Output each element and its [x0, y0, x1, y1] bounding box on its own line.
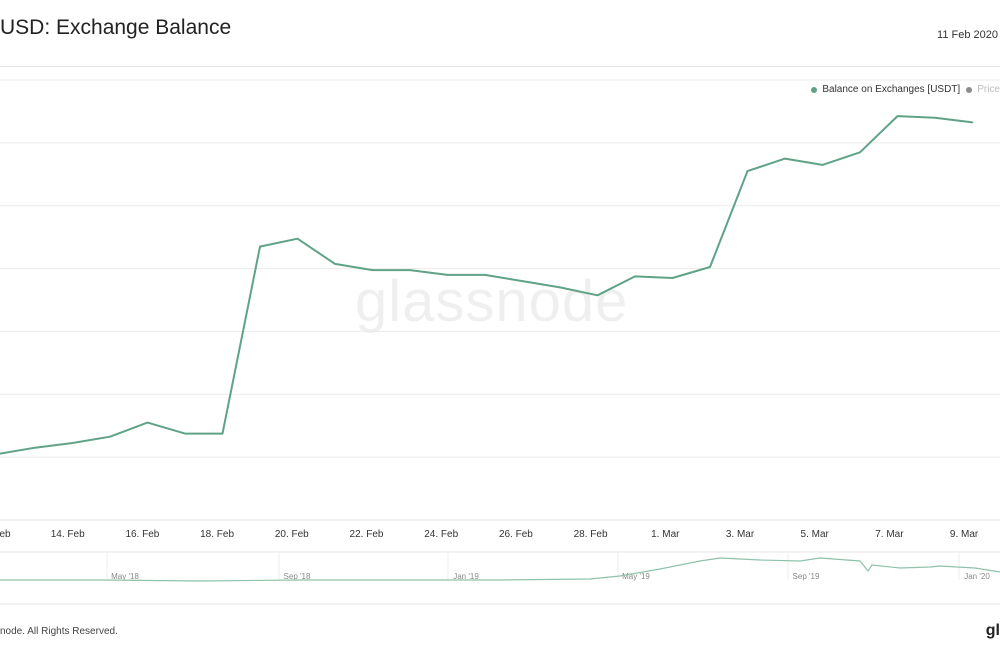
- data-point: [709, 266, 711, 268]
- data-point: [334, 263, 336, 265]
- x-tick-label: 22. Feb: [350, 529, 384, 540]
- data-point: [484, 274, 486, 276]
- data-point: [371, 269, 374, 271]
- data-point: [596, 294, 599, 297]
- legend-dot-balance: [811, 86, 818, 93]
- data-point: [109, 435, 111, 438]
- navigator-label: May '19: [622, 572, 650, 581]
- navigator-label: Sep '19: [793, 572, 820, 581]
- x-tick-label: Feb: [0, 529, 11, 540]
- x-tick-label: 3. Mar: [726, 529, 755, 540]
- line-chart: Feb 14. Feb 16. Feb 18. Feb 20. Feb 22. Feb 24…: [0, 79, 1000, 605]
- data-point: [971, 121, 974, 124]
- chart-title: USD: Exchange Balance: [0, 16, 232, 39]
- data-point: [296, 237, 299, 240]
- data-point: [446, 274, 449, 276]
- data-point: [184, 432, 186, 435]
- x-tick-label: 24. Feb: [424, 529, 458, 540]
- x-tick-label: 28. Feb: [574, 529, 608, 540]
- watermark: glassnode: [355, 269, 629, 334]
- legend-label-price: Price: [977, 84, 1000, 95]
- navigator-label: Jan '19: [453, 572, 479, 581]
- header-divider: [0, 66, 1000, 67]
- data-point: [521, 280, 524, 282]
- grid-lines: [0, 79, 1000, 521]
- legend-item-price[interactable]: Price: [966, 84, 1000, 95]
- x-tick-label: 18. Feb: [200, 529, 234, 540]
- x-tick-label: 9. Mar: [950, 529, 979, 540]
- data-point: [409, 269, 411, 271]
- legend-item-balance[interactable]: Balance on Exchanges [USDT]: [811, 84, 960, 95]
- navigator-label: Jan '20: [964, 572, 990, 581]
- chart-legend: Balance on Exchanges [USDT] Price: [811, 84, 1000, 95]
- x-axis-ticks: Feb 14. Feb 16. Feb 18. Feb 20. Feb 22. Feb 24…: [0, 529, 979, 540]
- data-point: [634, 275, 636, 278]
- data-point: [671, 277, 674, 279]
- data-point: [71, 442, 74, 444]
- navigator-series-line: [0, 557, 1000, 582]
- chart-date: 11 Feb 2020: [937, 29, 998, 41]
- data-point: [259, 245, 261, 248]
- x-tick-label: 14. Feb: [51, 529, 85, 540]
- x-tick-label: 16. Feb: [125, 529, 159, 540]
- data-point: [146, 421, 149, 424]
- data-point: [559, 286, 561, 289]
- data-point: [859, 151, 861, 154]
- data-point: [896, 115, 899, 117]
- navigator: May '18 Sep '18 Jan '19 May '19 Sep '19 Jan '…: [0, 551, 1000, 605]
- series-group: [0, 115, 974, 455]
- glassnode-logo[interactable]: gl: [985, 622, 1000, 639]
- navigator-label: Sep '18: [284, 572, 311, 581]
- data-point: [821, 164, 824, 166]
- data-point: [746, 170, 749, 172]
- x-tick-label: 1. Mar: [651, 529, 680, 540]
- data-point: [934, 116, 936, 119]
- x-tick-label: 7. Mar: [875, 529, 904, 540]
- copyright-text: node. All Rights Reserved.: [0, 626, 118, 637]
- x-tick-label: 20. Feb: [275, 529, 309, 540]
- legend-dot-price: [966, 86, 973, 93]
- series-line-balance: [0, 115, 973, 455]
- data-point: [34, 446, 36, 449]
- legend-label-balance: Balance on Exchanges [USDT]: [822, 84, 961, 95]
- data-point: [221, 432, 224, 435]
- navigator-label: May '18: [111, 572, 139, 581]
- x-tick-label: 5. Mar: [801, 529, 830, 540]
- x-tick-label: 26. Feb: [499, 529, 533, 540]
- data-point: [784, 157, 786, 160]
